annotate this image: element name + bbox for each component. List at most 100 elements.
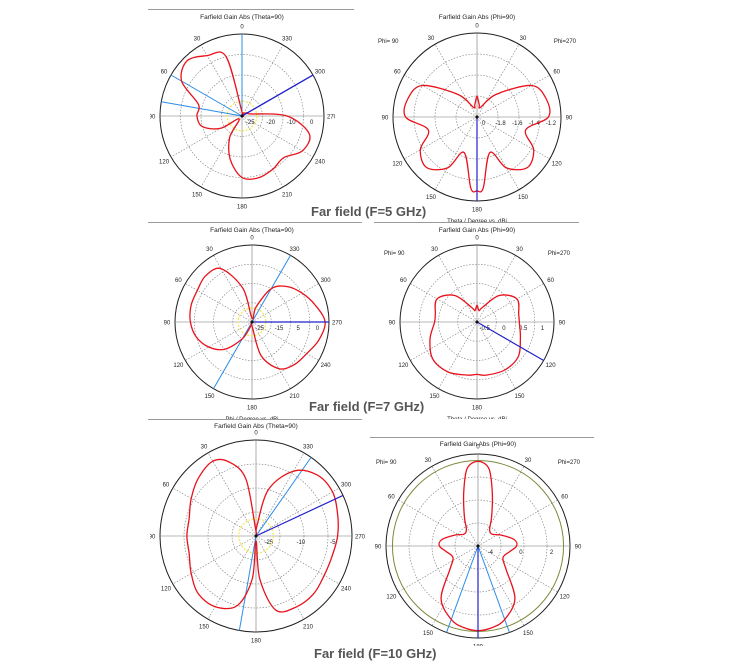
grid-spoke (410, 283, 478, 323)
center-dot (475, 115, 479, 119)
side-label-left: Phi= 90 (376, 460, 397, 466)
chart-title: Farfield Gain Abs (Phi=90) (439, 227, 515, 234)
grid-spoke (251, 321, 291, 389)
angle-label: 210 (282, 192, 293, 198)
radial-label: -25 (255, 326, 264, 332)
radial-label: 0 (482, 121, 486, 127)
caption-row2: Far field (F=7 GHz) (309, 399, 425, 414)
grid-spoke (434, 44, 478, 118)
angle-label: 120 (386, 595, 397, 601)
grid-spoke (410, 321, 478, 361)
grid-spoke (251, 321, 319, 361)
beam-direction-line (238, 535, 257, 631)
grid-spoke (213, 255, 253, 323)
angle-label: 330 (282, 37, 293, 43)
radial-label: -1.6 (512, 121, 523, 127)
angle-label: 150 (514, 394, 525, 400)
angle-label: 300 (315, 70, 326, 76)
grid-spoke (207, 452, 257, 537)
angle-label: 210 (289, 394, 300, 400)
angle-label: 120 (159, 160, 170, 166)
chart-p2: Farfield Gain Abs (Phi=90) 0 30 60 90 120 150 1… (374, 11, 579, 223)
angle-label: 180 (472, 208, 483, 214)
grid-spoke (476, 283, 544, 323)
caption-row3: Far field (F=10 GHz) (314, 646, 437, 661)
grid-spoke (438, 321, 478, 389)
chart-p6: Farfield Gain Abs (Phi=90) 0 30 60 90 120 150 1… (372, 438, 582, 646)
chart-p5: Farfield Gain Abs (Theta=90) 0 30 60 90 120 15… (150, 420, 365, 645)
grid-spoke (431, 466, 479, 547)
angle-label: 60 (161, 70, 168, 76)
chart-p1: Farfield Gain Abs (Theta=90) 0 30 60 90 120 15… (150, 11, 335, 211)
caption-row1: Far field (F=5 GHz) (311, 204, 427, 219)
center-dot (476, 544, 480, 548)
angle-label: 30 (194, 37, 201, 43)
angle-label: 30 (206, 247, 213, 253)
radial-label: -4 (488, 550, 494, 556)
grid-spoke (431, 545, 479, 626)
radial-label: 5 (297, 326, 301, 332)
angle-label: 30 (520, 36, 527, 42)
grid-spoke (207, 535, 257, 620)
angle-label: 150 (518, 195, 529, 201)
grid-spoke (398, 499, 479, 547)
radial-label: -10 (287, 120, 296, 126)
radial-label: -0.5 (480, 326, 491, 332)
grid-spoke (476, 44, 520, 118)
top-separator-line (148, 9, 354, 10)
angle-label: 330 (289, 247, 300, 253)
grid-spoke (185, 321, 253, 361)
angle-label: 180 (237, 205, 248, 211)
angle-label: 120 (161, 587, 172, 593)
angle-label: 60 (394, 70, 401, 76)
angle-label: 60 (547, 278, 554, 284)
radial-label: 0 (316, 326, 320, 332)
grid-spoke (476, 255, 516, 323)
chart-title: Farfield Gain Abs (Phi=90) (440, 441, 516, 448)
angle-label: 120 (552, 162, 563, 168)
grid-spoke (438, 255, 478, 323)
radial-label: -1.2 (546, 121, 557, 127)
angle-label: 90 (559, 321, 566, 327)
grid-spoke (172, 535, 257, 585)
beam-direction-line (213, 321, 253, 389)
center-dot (475, 320, 479, 324)
chart-p3: Farfield Gain Abs (Theta=90) 0 30 60 90 120 15… (156, 224, 346, 419)
radial-label: -1.8 (495, 121, 506, 127)
angle-label: 180 (472, 406, 483, 412)
side-label-left: Phi= 90 (384, 251, 405, 257)
grid-spoke (477, 545, 558, 593)
chart-title: Farfield Gain Abs (Theta=90) (214, 423, 298, 430)
grid-spoke (185, 283, 253, 323)
angle-label: 90 (382, 116, 389, 122)
side-label-right: Phi=270 (558, 460, 581, 466)
grid-spoke (477, 499, 558, 547)
angle-label: 180 (247, 406, 258, 412)
grid-spoke (255, 487, 340, 537)
angle-label: 150 (192, 192, 203, 198)
angle-label: 30 (431, 247, 438, 253)
angle-label: 300 (341, 483, 352, 489)
angle-label: 330 (303, 444, 314, 450)
angle-label: 30 (516, 247, 523, 253)
grid-spoke (404, 116, 478, 160)
grid-spoke (477, 466, 525, 547)
angle-label: 240 (321, 363, 332, 369)
beam-direction-line (446, 545, 479, 633)
x-axis-label: Phi / Degree vs. dBi (225, 417, 278, 419)
polar-plot-theta90-10ghz: Farfield Gain Abs (Theta=90)0 30 60 90 120 15… (150, 423, 365, 645)
grid-spoke (477, 545, 525, 626)
angle-label: 180 (473, 645, 484, 647)
angle-label: 120 (560, 595, 571, 601)
radial-label: 0 (310, 120, 314, 126)
row-separator-3 (370, 437, 594, 438)
gain-curve (186, 458, 339, 613)
angle-label: 60 (388, 495, 395, 501)
angle-label: 120 (173, 363, 184, 369)
angle-label: 270 (327, 115, 335, 121)
side-label-right: Phi=270 (554, 39, 577, 45)
angle-label: 90 (575, 545, 582, 551)
angle-label: 0 (254, 431, 258, 437)
row-separator-2 (148, 419, 362, 420)
